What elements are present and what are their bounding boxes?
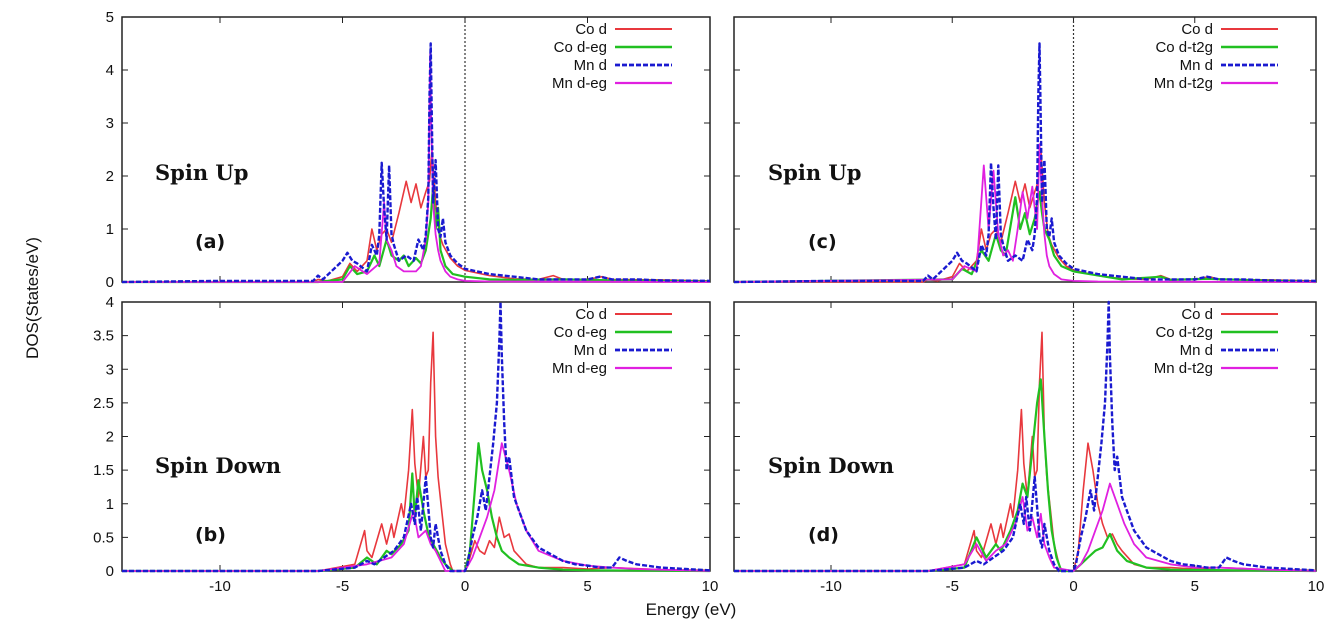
y-tick-label: 0 — [106, 274, 114, 291]
y-tick-label: 0 — [106, 563, 114, 580]
legend-label: Mn d-t2g — [1154, 75, 1213, 92]
x-tick-label: -10 — [820, 578, 842, 595]
x-tick-label: 5 — [1191, 578, 1199, 595]
legend-label: Mn d-eg — [552, 360, 607, 377]
series-line-co-d — [122, 148, 711, 283]
legend-label: Co d-t2g — [1155, 324, 1213, 341]
series-line-mn-d-t2g — [734, 482, 1317, 572]
series-line-mn-d — [734, 300, 1317, 573]
y-tick-label: 1.5 — [93, 462, 114, 479]
series-line-mn-d — [121, 42, 711, 284]
legend-label: Co d — [575, 306, 607, 323]
y-tick-label: 3 — [106, 115, 114, 132]
x-tick-label: 10 — [1308, 578, 1325, 595]
series-line-co-d-t2g — [733, 190, 1317, 284]
y-tick-label: 4 — [106, 294, 114, 311]
series-line-co-d-t2g — [734, 378, 1317, 573]
y-tick-label: 3 — [106, 361, 114, 378]
y-tick-label: 3.5 — [93, 328, 114, 345]
legend-label: Co d-eg — [554, 324, 607, 341]
legend-label: Mn d-eg — [552, 75, 607, 92]
spin-annotation: Spin Up — [768, 160, 861, 185]
legend-label: Co d-t2g — [1155, 39, 1213, 56]
legend-label: Co d — [1181, 21, 1213, 38]
series-line-mn-d-eg — [122, 442, 711, 572]
legend-label: Mn d — [1180, 342, 1213, 359]
legend-label: Co d — [575, 21, 607, 38]
spin-annotation: Spin Down — [768, 453, 894, 478]
x-tick-label: -5 — [336, 578, 349, 595]
plot-frame — [121, 16, 711, 283]
x-tick-label: -5 — [946, 578, 959, 595]
y-tick-label: 0.5 — [93, 529, 114, 546]
y-axis-label: DOS(States/eV) — [23, 237, 42, 359]
y-tick-label: 2 — [106, 429, 114, 446]
series-line-mn-d — [122, 300, 711, 573]
legend-label: Co d — [1181, 306, 1213, 323]
x-tick-label: 0 — [1069, 578, 1077, 595]
panel-label: (d) — [808, 524, 839, 546]
x-tick-label: 5 — [583, 578, 591, 595]
legend-label: Mn d — [574, 342, 607, 359]
x-tick-label: 10 — [702, 578, 719, 595]
panel-label: (b) — [195, 524, 226, 546]
plot-frame — [733, 16, 1317, 283]
legend-label: Mn d-t2g — [1154, 360, 1213, 377]
series-line-mn-d — [733, 42, 1317, 284]
panel-label: (c) — [808, 231, 837, 253]
y-tick-label: 4 — [106, 62, 114, 79]
legend-label: Co d-eg — [554, 39, 607, 56]
spin-annotation: Spin Up — [155, 160, 248, 185]
y-tick-label: 5 — [106, 9, 114, 26]
spin-annotation: Spin Down — [155, 453, 281, 478]
x-axis-label: Energy (eV) — [646, 600, 737, 619]
x-tick-label: 0 — [461, 578, 469, 595]
y-tick-label: 1 — [106, 221, 114, 238]
series-line-co-d — [122, 331, 711, 572]
legend-label: Mn d — [1180, 57, 1213, 74]
y-tick-label: 1 — [106, 496, 114, 513]
panel-label: (a) — [195, 231, 225, 253]
y-tick-label: 2.5 — [93, 395, 114, 412]
series-line-mn-d-t2g — [733, 143, 1317, 283]
y-tick-label: 2 — [106, 168, 114, 185]
legend-label: Mn d — [574, 57, 607, 74]
x-tick-label: -10 — [209, 578, 231, 595]
